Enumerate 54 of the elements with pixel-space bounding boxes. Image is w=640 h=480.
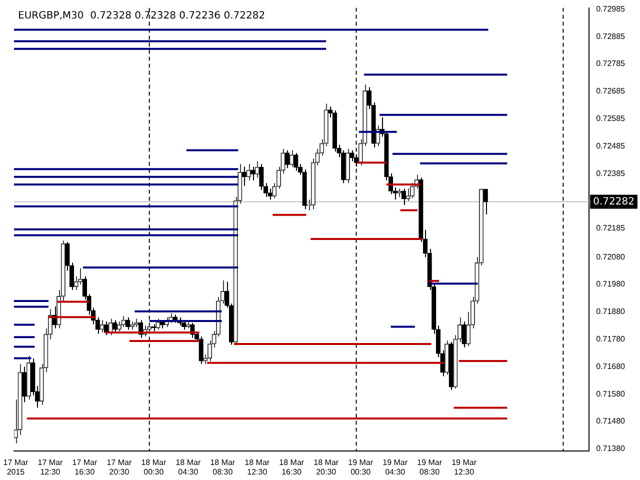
y-tick-label: 0.72785 xyxy=(596,59,626,68)
x-tick-label: 18 Mar 08:30 xyxy=(210,458,236,476)
candlestick xyxy=(100,320,104,333)
x-tick-label: 18 Mar 20:30 xyxy=(314,458,339,476)
candlestick xyxy=(350,150,354,162)
candlestick xyxy=(22,366,27,403)
candlestick xyxy=(254,160,260,178)
y-tick-label: 0.72685 xyxy=(596,86,626,96)
y-tick-label: 0.71880 xyxy=(596,307,626,316)
y-tick-label: 0.71480 xyxy=(596,416,626,426)
x-tick-label: 18 Mar 12:30 xyxy=(244,458,270,476)
x-tick-label: 19 Mar 08:30 xyxy=(417,458,442,476)
chart-title: EURGBP,M30 0.72328 0.72328 0.72236 0.72282 xyxy=(18,10,266,22)
candlestick xyxy=(401,188,406,206)
x-tick-label: 18 Mar 04:30 xyxy=(176,458,201,476)
candlestick xyxy=(156,318,160,330)
candlestick xyxy=(246,163,251,181)
candlestick xyxy=(108,318,113,336)
candlestick xyxy=(250,166,256,181)
ref-line-label: 0.72282 xyxy=(593,196,634,208)
candlestick xyxy=(104,320,109,336)
y-tick-label: 0.72080 xyxy=(596,252,626,262)
x-tick-label: 17 Mar 16:30 xyxy=(72,458,98,476)
y-tick-label: 0.72485 xyxy=(596,141,626,150)
x-tick-label: 17 Mar 12:30 xyxy=(38,458,63,476)
candlestick xyxy=(284,150,290,169)
candlestick xyxy=(410,182,415,199)
y-tick-label: 0.71980 xyxy=(596,280,626,289)
x-tick-label: 19 Mar 00:30 xyxy=(348,458,374,476)
candlestick xyxy=(289,150,294,168)
candlestick xyxy=(294,152,298,172)
candlestick xyxy=(198,336,204,364)
x-tick-label: 19 Mar 04:30 xyxy=(382,458,408,476)
candlestick xyxy=(121,316,126,328)
candlestick xyxy=(483,188,488,215)
y-tick-label: 0.71680 xyxy=(596,362,626,371)
y-tick-label: 0.72585 xyxy=(596,114,626,123)
x-tick-label: 18 Mar 16:30 xyxy=(279,458,304,476)
y-tick-label: 0.72985 xyxy=(596,4,626,14)
y-tick-label: 0.72885 xyxy=(596,32,626,41)
y-tick-label: 0.72185 xyxy=(596,224,626,233)
y-tick-label: 0.71580 xyxy=(596,389,626,398)
candlestick xyxy=(462,320,466,348)
x-tick-label: 19 Mar 12:30 xyxy=(452,458,477,476)
candlestick xyxy=(74,276,78,290)
x-tick-label: 17 Mar 20:30 xyxy=(106,458,132,476)
y-tick-label: 0.71380 xyxy=(596,444,626,454)
x-tick-label: 17 Mar 2015 xyxy=(3,458,29,476)
y-tick-label: 0.72385 xyxy=(596,168,626,178)
y-tick-label: 0.71780 xyxy=(596,334,626,344)
candlestick xyxy=(406,188,410,202)
x-tick-label: 18 Mar 00:30 xyxy=(141,458,166,476)
candlestick xyxy=(259,163,264,190)
candlestick xyxy=(112,320,118,333)
